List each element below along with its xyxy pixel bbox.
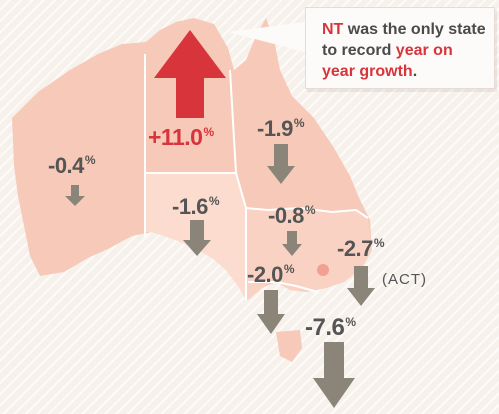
act-label: -2.7%	[337, 236, 385, 262]
act-value: -2.7	[337, 236, 373, 261]
sa-label: -1.6%	[172, 194, 220, 220]
nt-up-arrow	[154, 30, 226, 118]
vic-label: -2.0%	[247, 262, 295, 288]
act-tag: (ACT)	[382, 271, 427, 288]
sa-down-arrow	[183, 220, 211, 256]
vic-down-arrow	[257, 290, 285, 334]
wa-value: -0.4	[48, 153, 84, 178]
nsw-down-arrow	[282, 231, 302, 256]
nsw-label: -0.8%	[268, 203, 316, 229]
qld-down-arrow	[267, 144, 295, 184]
qld-label: -1.9%	[257, 116, 305, 142]
nt-value: +11.0	[148, 124, 203, 150]
nsw-value: -0.8	[268, 203, 304, 228]
sa-unit: %	[208, 194, 220, 208]
callout-text: NT was the only state to record year on …	[322, 19, 490, 82]
qld-unit: %	[293, 116, 305, 130]
callout-end: .	[412, 63, 418, 80]
sa-value: -1.6	[172, 194, 208, 219]
wa-unit: %	[84, 153, 96, 167]
callout-middle: was the only state to record	[322, 21, 486, 59]
state-borders	[144, 54, 369, 300]
act-down-arrow	[347, 266, 375, 306]
callout-pointer	[228, 22, 305, 52]
tasmania	[276, 330, 302, 362]
region-nsw	[246, 208, 372, 300]
callout-box: NT was the only state to record year on …	[305, 7, 495, 89]
nt-unit: %	[203, 125, 214, 139]
tas-label: -7.6%	[305, 314, 356, 342]
nt-label: +11.0%	[148, 124, 214, 151]
tas-unit: %	[345, 315, 356, 329]
wa-label: -0.4%	[48, 153, 96, 179]
vic-unit: %	[283, 262, 295, 276]
nsw-unit: %	[304, 203, 316, 217]
decline-arrows	[65, 144, 375, 408]
vic-value: -2.0	[247, 262, 283, 287]
tas-down-arrow	[313, 342, 355, 408]
callout-highlight: year on year growth	[322, 42, 453, 80]
tas-value: -7.6	[305, 314, 345, 341]
wa-down-arrow	[65, 185, 85, 206]
callout-state: NT	[322, 21, 344, 38]
act-unit: %	[373, 236, 385, 250]
qld-value: -1.9	[257, 116, 293, 141]
act-marker	[317, 264, 329, 276]
